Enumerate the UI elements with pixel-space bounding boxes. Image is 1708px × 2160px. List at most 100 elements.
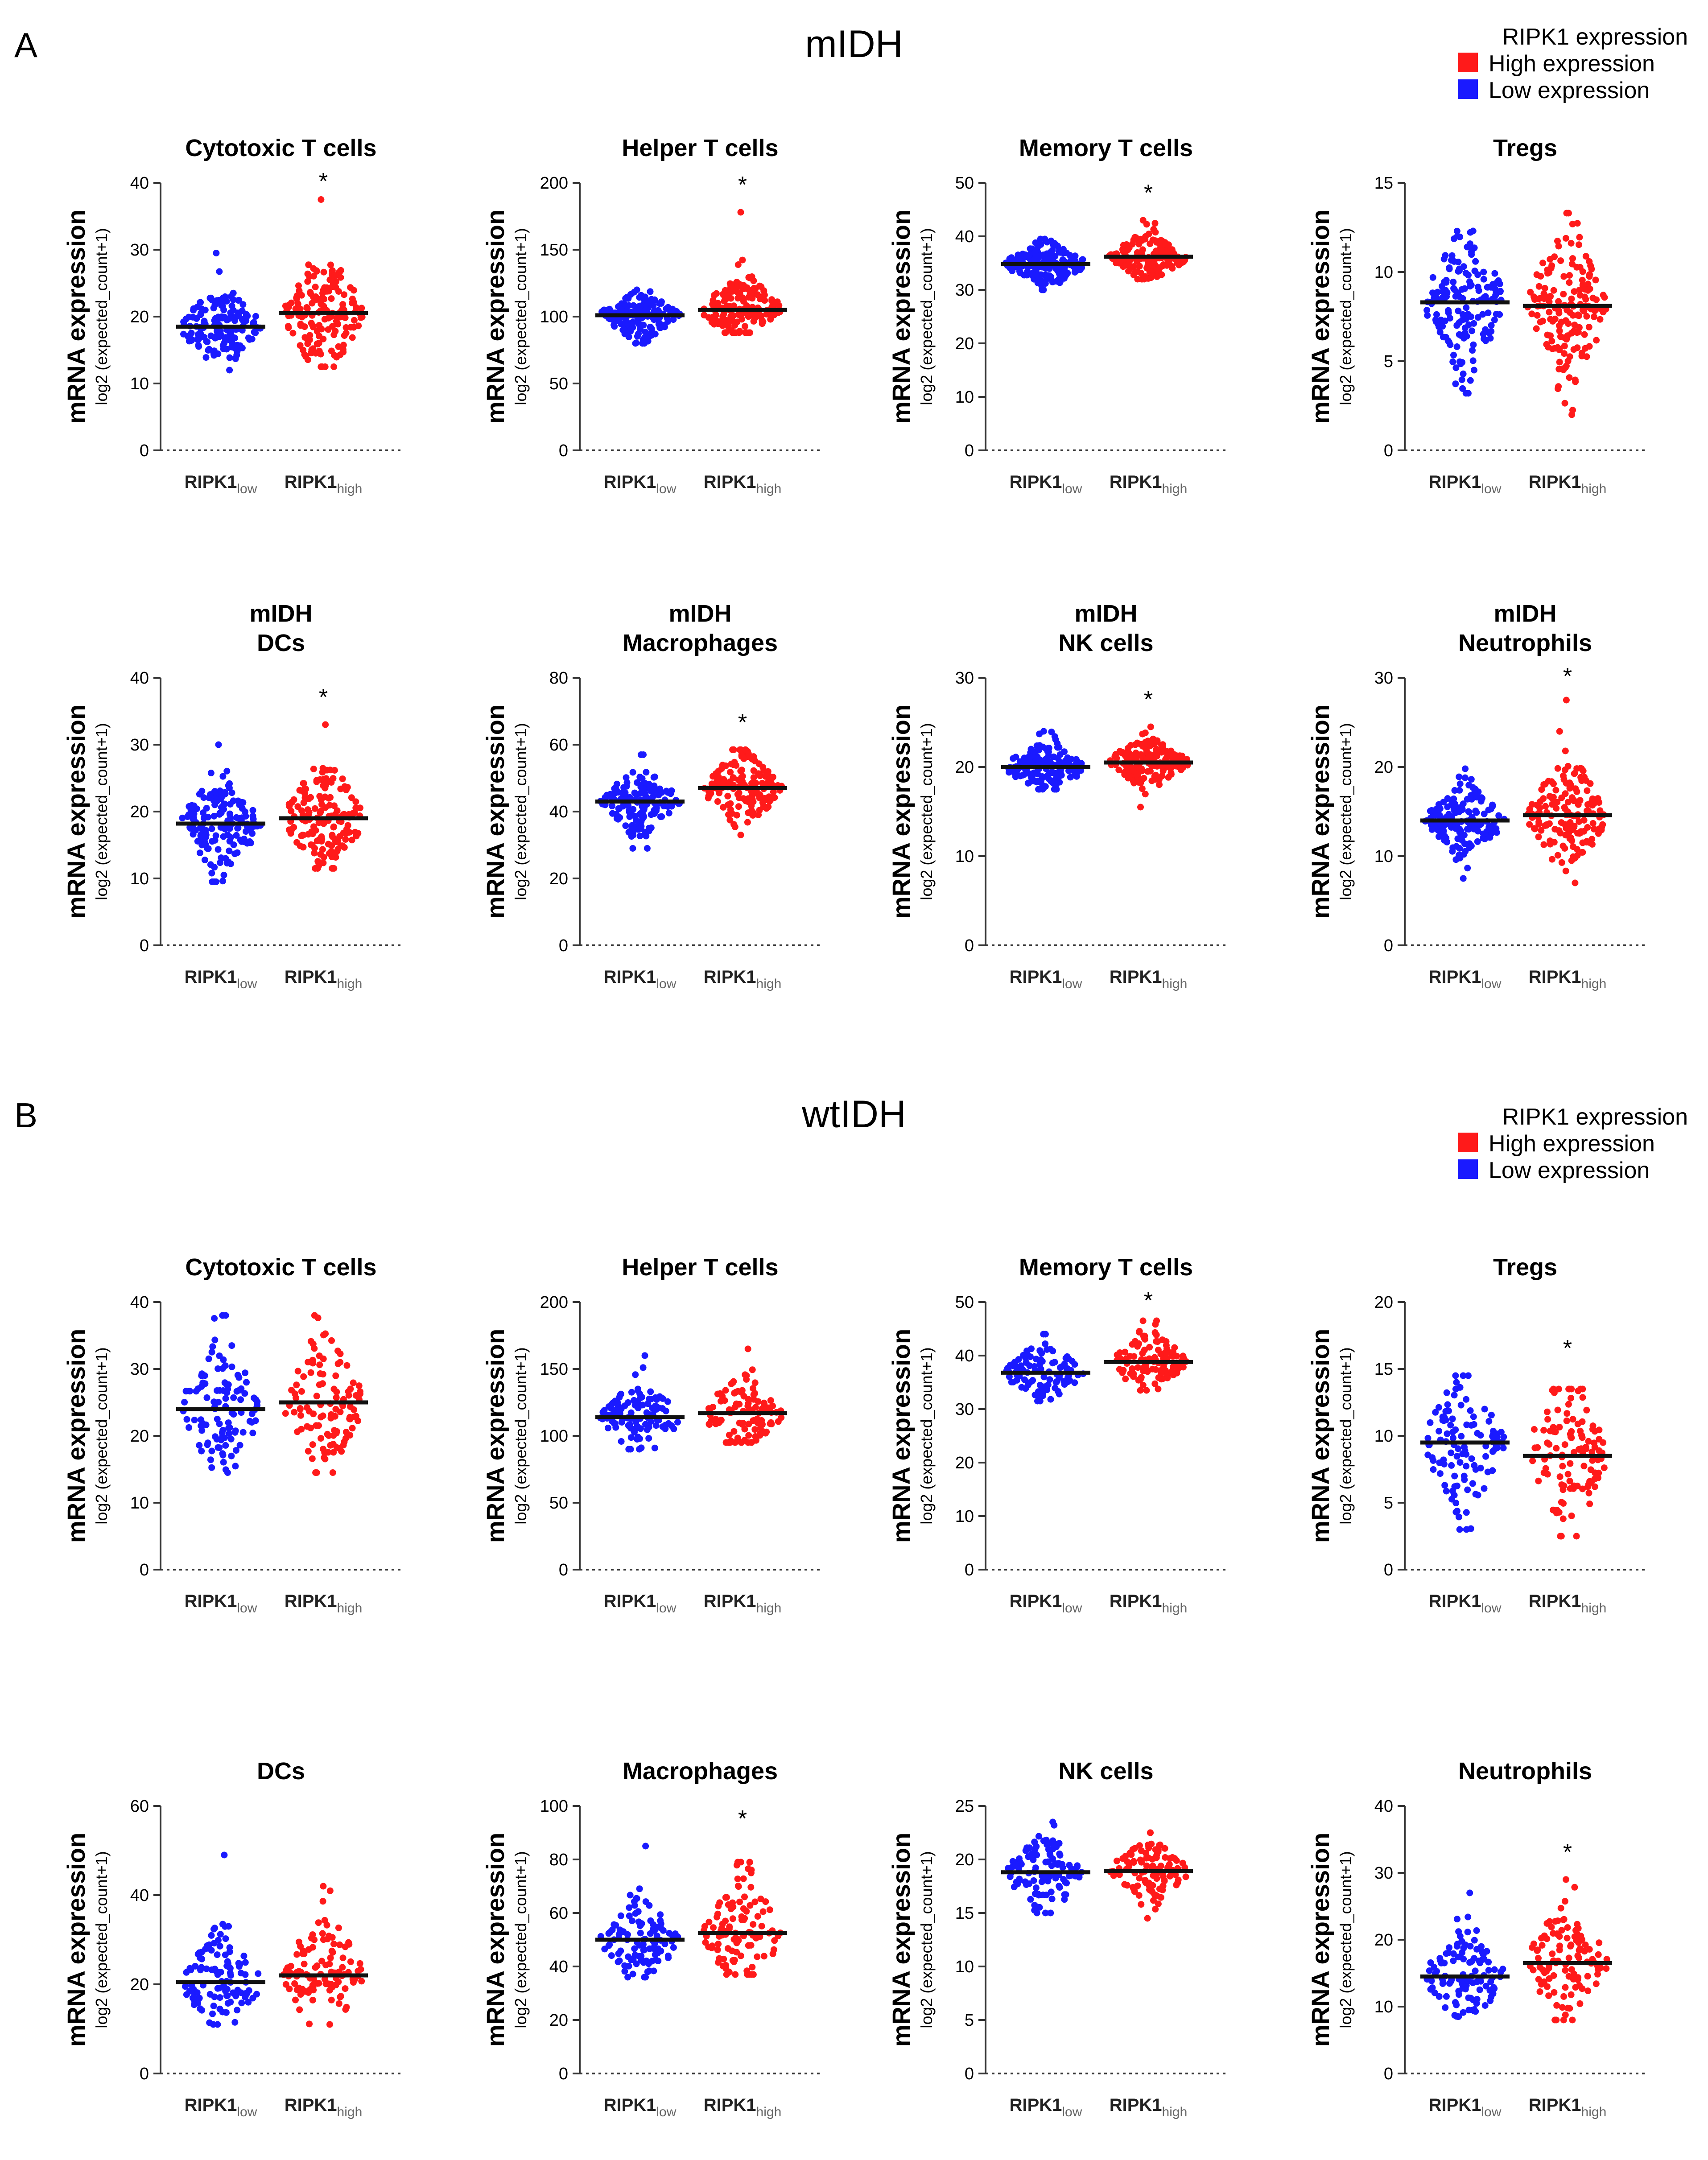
y-tick-label: 5: [1384, 352, 1393, 371]
data-point: [1476, 1986, 1483, 1993]
data-point: [1500, 1433, 1507, 1440]
data-point: [1562, 235, 1569, 242]
data-point: [324, 1430, 331, 1438]
data-point: [1453, 322, 1460, 329]
data-point: [1456, 233, 1463, 240]
data-point: [1493, 311, 1500, 317]
data-point: [1459, 295, 1466, 302]
data-point: [1580, 817, 1588, 824]
data-point: [730, 1936, 738, 1943]
data-point: [196, 791, 203, 798]
data-point: [1023, 272, 1031, 279]
data-point: [1568, 1428, 1575, 1435]
chart-title: Helper T cells: [622, 1254, 778, 1281]
data-point: [1573, 1533, 1580, 1540]
y-tick-label: 50: [955, 1293, 974, 1312]
y-tick-label: 0: [140, 441, 149, 460]
data-point: [1566, 835, 1573, 842]
data-point: [219, 1312, 226, 1319]
data-point: [1155, 1385, 1162, 1393]
data-point: [1168, 769, 1175, 776]
data-point: [715, 1903, 722, 1909]
data-point: [321, 296, 328, 303]
data-point: [1578, 1432, 1585, 1439]
data-point: [1175, 1876, 1182, 1884]
data-point: [1433, 311, 1440, 318]
data-point: [1113, 754, 1120, 762]
data-point: [738, 1439, 745, 1446]
data-point: [1456, 1459, 1464, 1466]
data-point: [634, 1434, 641, 1440]
data-point: [1454, 1916, 1460, 1923]
data-point: [738, 767, 745, 774]
data-point: [214, 2021, 221, 2028]
group-high-points: [1107, 1829, 1189, 1922]
data-point: [642, 1974, 649, 1981]
data-point: [1542, 803, 1549, 810]
data-point: [335, 2000, 342, 2007]
data-point: [1560, 273, 1568, 280]
data-point: [1568, 1991, 1575, 1998]
data-point: [349, 1425, 356, 1432]
data-point: [301, 334, 309, 341]
data-point: [219, 1450, 226, 1457]
data-point: [1580, 767, 1587, 775]
data-point: [183, 1969, 190, 1976]
data-point: [349, 295, 356, 302]
x-category-label-high: RIPK1high: [704, 1591, 782, 1616]
data-point: [1562, 1967, 1569, 1974]
y-tick-label: 200: [540, 1293, 568, 1312]
data-point: [1565, 320, 1572, 327]
data-point: [1450, 351, 1457, 359]
data-point: [1567, 309, 1574, 316]
data-point: [315, 1919, 322, 1926]
data-point: [314, 328, 321, 335]
data-point: [646, 825, 653, 833]
data-point: [1143, 264, 1151, 272]
data-point: [321, 316, 328, 323]
data-point: [1566, 779, 1573, 787]
data-point: [252, 1396, 260, 1403]
data-point: [1463, 1396, 1470, 1403]
data-point: [737, 1859, 744, 1866]
data-point: [192, 1962, 199, 1970]
data-point: [215, 1398, 222, 1406]
data-point: [1119, 1855, 1126, 1862]
data-point: [1456, 808, 1463, 816]
data-point: [209, 1343, 216, 1350]
data-point: [1022, 1355, 1029, 1362]
data-point: [1460, 263, 1467, 270]
data-point: [1467, 1942, 1474, 1950]
y-axis-label: mRNA expression: [1306, 210, 1334, 424]
data-point: [1456, 358, 1463, 365]
data-point: [754, 1913, 761, 1920]
data-point: [739, 256, 746, 264]
data-point: [757, 1896, 764, 1902]
y-tick-label: 0: [559, 2065, 568, 2083]
data-point: [622, 295, 629, 302]
data-point: [221, 789, 228, 796]
data-point: [337, 351, 344, 359]
data-point: [325, 1449, 332, 1456]
data-point: [1142, 730, 1149, 736]
data-point: [1028, 1345, 1035, 1352]
data-point: [1568, 1385, 1575, 1393]
data-point: [211, 1315, 218, 1322]
data-point: [237, 1970, 244, 1977]
data-point: [759, 1908, 767, 1915]
data-point: [351, 317, 358, 324]
data-point: [309, 841, 316, 849]
data-point: [748, 1439, 755, 1446]
data-point: [312, 297, 319, 304]
data-point: [1561, 1441, 1568, 1448]
data-point: [250, 816, 257, 823]
data-point: [1442, 2004, 1449, 2011]
y-tick-label: 30: [130, 241, 149, 260]
data-point: [1595, 1951, 1602, 1958]
data-point: [1440, 256, 1448, 263]
data-point: [1033, 756, 1040, 763]
data-point: [1442, 1408, 1449, 1415]
data-point: [1564, 1410, 1571, 1417]
data-point: [1076, 1874, 1083, 1881]
data-point: [1030, 769, 1037, 776]
